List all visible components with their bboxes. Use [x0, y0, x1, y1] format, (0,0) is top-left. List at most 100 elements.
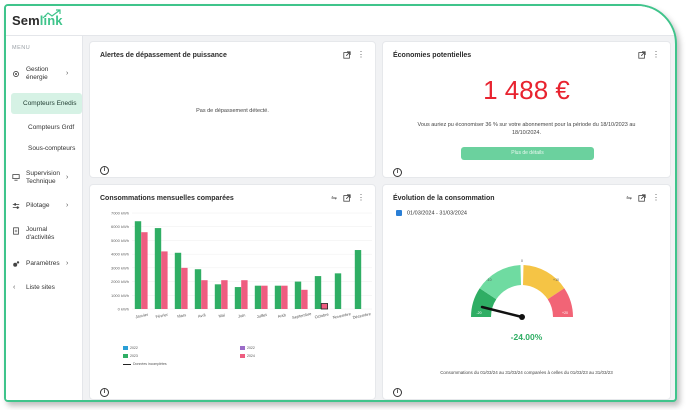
compare-icon[interactable]: ⇋ — [331, 194, 337, 202]
period-selector[interactable]: 01/03/2024 - 31/03/2024 — [396, 210, 467, 216]
gauge-tick: +10 — [553, 278, 559, 282]
y-tick-label: 2000 kWh — [111, 279, 129, 284]
info-icon[interactable]: i — [393, 168, 402, 177]
legend-2023: 2023 — [123, 354, 138, 359]
x-tick-label: Mai — [218, 312, 225, 318]
bar-2024[interactable] — [241, 280, 248, 309]
sidebar-item-pilotage[interactable]: Pilotage › — [6, 200, 83, 212]
card-title: Évolution de la consommation — [393, 195, 495, 202]
bar-2024[interactable] — [281, 285, 288, 309]
open-external-icon[interactable] — [343, 50, 351, 59]
sidebar-item-gestion-energie[interactable]: Gestion énergie › — [6, 64, 83, 84]
bar-2024[interactable] — [221, 280, 228, 309]
info-icon[interactable]: i — [393, 388, 402, 397]
legend-label: 2024 — [247, 354, 255, 358]
card-actions: ⇋ ⋮ — [331, 193, 365, 202]
more-options-icon[interactable]: ⋮ — [357, 193, 365, 202]
sidebar-item-label: Paramètres — [26, 260, 60, 267]
more-options-icon[interactable]: ⋮ — [357, 50, 365, 59]
gauge-tick: -10 — [486, 278, 491, 282]
x-tick-label: Septembre — [292, 311, 313, 320]
legend-2024: 2024 — [240, 354, 255, 359]
card-title: Alertes de dépassement de puissance — [100, 52, 227, 59]
sidebar-item-parametres[interactable]: Paramètres › — [6, 258, 83, 270]
info-icon[interactable]: i — [100, 166, 109, 175]
details-button[interactable]: Plus de détails — [461, 147, 594, 160]
chevron-right-icon: › — [66, 70, 69, 77]
sidebar-item-supervision[interactable]: Supervision Technique › — [6, 167, 83, 189]
gauge-segment-mid-high — [523, 265, 565, 300]
x-tick-label: Octobre — [314, 311, 330, 319]
calendar-icon — [396, 210, 402, 216]
bar-2023[interactable] — [354, 250, 362, 309]
sidebar-item-label: Compteurs Grdf — [28, 124, 75, 131]
sidebar-item-liste-sites[interactable]: ‹ Liste sites — [6, 282, 83, 294]
card-title: Économies potentielles — [393, 52, 472, 59]
legend-swatch — [240, 346, 245, 351]
more-options-icon[interactable]: ⋮ — [652, 193, 660, 202]
bar-2024[interactable] — [181, 267, 188, 309]
open-external-icon[interactable] — [343, 193, 351, 202]
bar-2023[interactable] — [134, 221, 142, 309]
y-tick-label: 0 kWh — [118, 307, 129, 312]
bar-2023[interactable] — [154, 228, 162, 309]
bar-2023[interactable] — [174, 252, 182, 309]
open-external-icon[interactable] — [638, 193, 646, 202]
sidebar-item-journal[interactable]: Journal d'activités — [6, 224, 83, 246]
document-icon — [13, 227, 19, 235]
bar-2024[interactable] — [320, 303, 328, 310]
sidebar-item-compteurs-enedis[interactable]: Compteurs Enedis — [11, 93, 82, 114]
bar-2023[interactable] — [214, 284, 222, 309]
y-tick-label: 6000 kWh — [111, 224, 129, 229]
bar-2024[interactable] — [141, 232, 148, 309]
bar-2024[interactable] — [301, 289, 308, 309]
x-tick-label: Avril — [197, 312, 206, 319]
sidebar-item-label: Gestion énergie — [26, 66, 49, 81]
y-tick-label: 5000 kWh — [111, 238, 129, 243]
legend-swatch — [123, 346, 128, 351]
chevron-right-icon: › — [66, 260, 69, 267]
gauge-needle-pivot — [519, 314, 525, 320]
bar-2023[interactable] — [274, 285, 282, 309]
open-external-icon[interactable] — [638, 50, 646, 59]
legend-other: 2022 — [240, 346, 255, 351]
top-bar: Semlink — [6, 6, 675, 36]
chevron-right-icon: › — [66, 202, 69, 209]
bar-2023[interactable] — [294, 281, 302, 309]
bar-2023[interactable] — [234, 287, 242, 309]
legend-line — [123, 363, 131, 365]
bar-2023[interactable] — [334, 273, 342, 309]
menu-title: MENU — [12, 45, 31, 51]
gauge-value: -24.00% — [510, 332, 543, 342]
bar-2024[interactable] — [261, 285, 268, 309]
bar-2023[interactable] — [254, 285, 262, 309]
evolution-gauge: -20 -10 0 +10 +20 — [471, 259, 573, 320]
logo-chart-icon — [42, 9, 61, 19]
card-actions: ⋮ — [343, 50, 365, 59]
x-tick-label: Mars — [177, 312, 187, 319]
bar-2024[interactable] — [201, 280, 208, 309]
app-frame: Semlink MENU Gestion énergie › Compteurs… — [4, 4, 677, 402]
brand-logo[interactable]: Semlink — [12, 13, 63, 28]
y-tick-label: 3000 kWh — [111, 265, 129, 270]
legend-missing: Données incomplètes — [123, 362, 167, 366]
bar-2023[interactable] — [314, 276, 322, 309]
info-icon[interactable]: i — [100, 388, 109, 397]
gauge-segment-mid-low — [479, 265, 521, 300]
sliders-icon — [12, 203, 20, 209]
sidebar-item-label: Journal d'activités — [26, 226, 55, 241]
more-options-icon[interactable]: ⋮ — [652, 50, 660, 59]
compare-icon[interactable]: ⇋ — [626, 194, 632, 202]
alerts-card: Alertes de dépassement de puissance ⋮ Pa… — [89, 41, 376, 178]
legend-2022: 2022 — [123, 346, 138, 351]
bar-2024[interactable] — [161, 251, 168, 309]
y-tick-label: 4000 kWh — [111, 252, 129, 257]
sidebar-item-label: Supervision Technique — [26, 170, 60, 185]
y-tick-label: 7000 kWh — [111, 211, 129, 216]
sidebar-item-sous-compteurs[interactable]: Sous-compteurs — [6, 143, 83, 155]
sidebar-item-compteurs-grdf[interactable]: Compteurs Grdf — [6, 122, 83, 134]
bar-2023[interactable] — [194, 269, 202, 309]
x-tick-label: Août — [277, 312, 287, 319]
settings-icon — [13, 261, 20, 267]
consumption-bar-chart: 0 kWh 1000 kWh 2000 kWh 3000 kWh 4000 kWh 500… — [111, 211, 372, 320]
